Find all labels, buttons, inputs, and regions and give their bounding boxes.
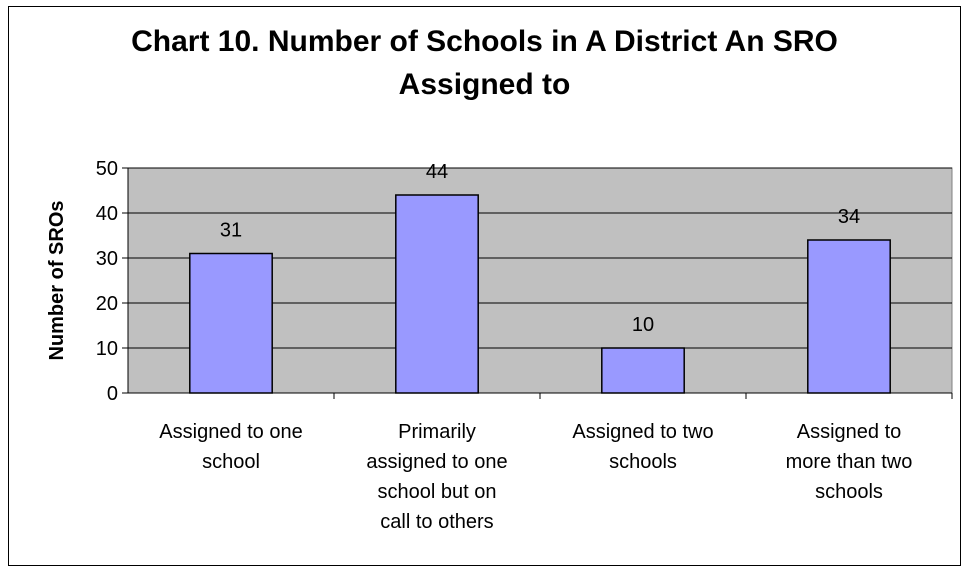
y-tick-label: 0: [107, 383, 118, 405]
chart-title: Chart 10. Number of Schools in A Distric…: [131, 25, 838, 101]
data-label: 44: [426, 161, 448, 183]
x-tick-label: Assigned to more than two schools: [786, 421, 913, 503]
x-tick-label: Primarily assigned to one school but on cal…: [366, 421, 507, 533]
y-axis-title: Number of SROs: [46, 200, 68, 360]
bar: [601, 347, 685, 394]
y-tick-label: 10: [96, 338, 118, 360]
y-tick-label: 40: [96, 203, 118, 225]
data-label: 31: [220, 220, 242, 242]
y-tick-label: 30: [96, 248, 118, 270]
x-tick-label: Assigned to one school: [159, 421, 302, 473]
data-label: 10: [632, 314, 654, 336]
y-tick-label: 50: [96, 158, 118, 180]
bar: [395, 194, 479, 394]
bar: [807, 239, 891, 394]
bar: [189, 252, 273, 394]
y-tick-label: 20: [96, 293, 118, 315]
data-label: 34: [838, 206, 860, 228]
x-tick-label: Assigned to two schools: [572, 421, 713, 473]
